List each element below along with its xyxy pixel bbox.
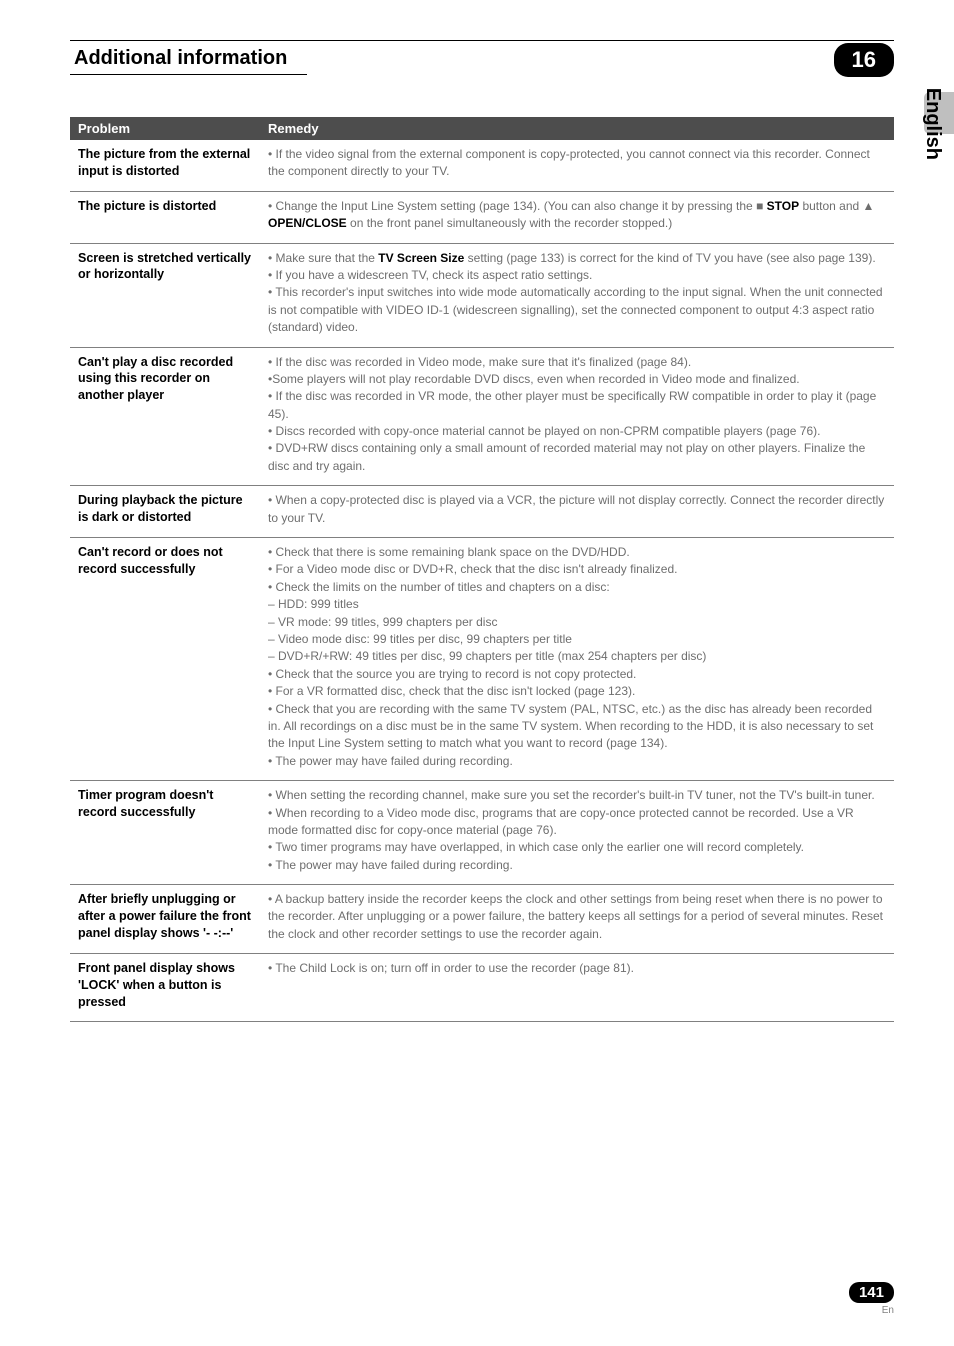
problem-cell: The picture is distorted	[70, 191, 260, 243]
remedy-cell: • When a copy-protected disc is played v…	[260, 486, 894, 538]
remedy-cell: • When setting the recording channel, ma…	[260, 781, 894, 885]
table-row: Can't play a disc recorded using this re…	[70, 347, 894, 486]
table-row: Timer program doesn't record successfull…	[70, 781, 894, 885]
footer: 141 En	[849, 1282, 894, 1316]
footer-lang: En	[849, 1305, 894, 1316]
col-header-remedy: Remedy	[260, 117, 894, 140]
remedy-cell: • The Child Lock is on; turn off in orde…	[260, 954, 894, 1022]
table-row: The picture from the external input is d…	[70, 140, 894, 191]
table-row: The picture is distorted• Change the Inp…	[70, 191, 894, 243]
table-row: After briefly unplugging or after a powe…	[70, 885, 894, 954]
page-number: 141	[849, 1282, 894, 1303]
remedy-cell: • A backup battery inside the recorder k…	[260, 885, 894, 954]
remedy-cell: • Make sure that the TV Screen Size sett…	[260, 243, 894, 347]
problem-cell: Can't play a disc recorded using this re…	[70, 347, 260, 486]
table-body: The picture from the external input is d…	[70, 140, 894, 1021]
problem-cell: Front panel display shows 'LOCK' when a …	[70, 954, 260, 1022]
remedy-cell: • Change the Input Line System setting (…	[260, 191, 894, 243]
table-row: Screen is stretched vertically or horizo…	[70, 243, 894, 347]
problem-cell: Timer program doesn't record successfull…	[70, 781, 260, 885]
problem-cell: During playback the picture is dark or d…	[70, 486, 260, 538]
problem-cell: Can't record or does not record successf…	[70, 538, 260, 781]
table-row: Front panel display shows 'LOCK' when a …	[70, 954, 894, 1022]
troubleshoot-table: Problem Remedy The picture from the exte…	[70, 117, 894, 1022]
problem-cell: Screen is stretched vertically or horizo…	[70, 243, 260, 347]
remedy-cell: • Check that there is some remaining bla…	[260, 538, 894, 781]
remedy-cell: • If the disc was recorded in Video mode…	[260, 347, 894, 486]
header-row: Additional information 16	[70, 43, 894, 77]
section-title: Additional information	[70, 45, 307, 75]
table-row: Can't record or does not record successf…	[70, 538, 894, 781]
problem-cell: After briefly unplugging or after a powe…	[70, 885, 260, 954]
chapter-badge: 16	[834, 43, 894, 77]
table-row: During playback the picture is dark or d…	[70, 486, 894, 538]
col-header-problem: Problem	[70, 117, 260, 140]
language-label: English	[921, 88, 944, 160]
problem-cell: The picture from the external input is d…	[70, 140, 260, 191]
remedy-cell: • If the video signal from the external …	[260, 140, 894, 191]
